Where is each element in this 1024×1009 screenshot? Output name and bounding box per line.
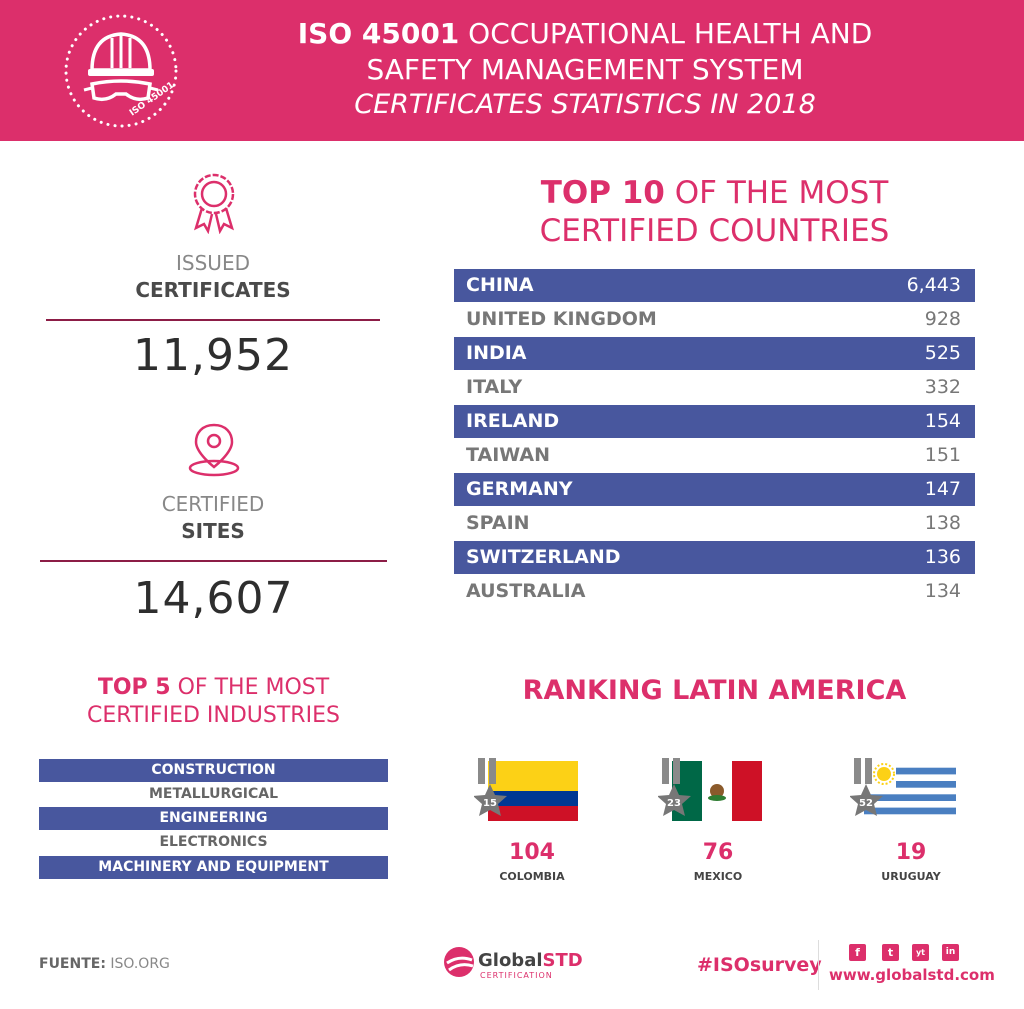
facebook-icon[interactable]: f	[849, 944, 866, 961]
page-subtitle: CERTIFICATES STATISTICS IN 2018	[354, 89, 816, 120]
hashtag[interactable]: #ISOsurvey	[697, 954, 822, 976]
table-row: INDIA 525	[454, 337, 975, 370]
table-row: IRELAND 154	[454, 405, 975, 438]
table-row: AUSTRALIA 134	[454, 575, 975, 608]
source-note: FUENTE: ISO.ORG	[39, 956, 170, 972]
divider	[46, 319, 380, 321]
table-row: SPAIN 138	[454, 507, 975, 540]
top-industries-title: TOP 5 OF THE MOST	[97, 675, 330, 700]
uruguay-label: URUGUAY	[881, 870, 941, 883]
top-countries-title-line2: CERTIFIED COUNTRIES	[539, 213, 890, 249]
colombia-value: 104	[509, 840, 555, 865]
brand-name: GlobalSTD	[478, 950, 583, 971]
divider	[40, 560, 387, 562]
uruguay-value: 19	[895, 840, 927, 865]
twitter-icon[interactable]: t	[882, 944, 899, 961]
globalstd-logo-icon	[444, 947, 474, 977]
mexico-flag-icon: 23	[658, 758, 762, 821]
certificates-value: 11,952	[133, 330, 293, 381]
footer-divider	[818, 940, 819, 990]
certificates-label: ISSUED	[176, 251, 250, 275]
ribbon-award-icon	[193, 173, 235, 234]
brand-subtitle: CERTIFICATION	[480, 971, 553, 980]
list-item: ENGINEERING	[39, 807, 388, 830]
table-row: GERMANY 147	[454, 473, 975, 506]
top-countries-title: TOP 10 OF THE MOST	[540, 175, 889, 211]
header-banner: ISO 45001 ISO 45001 OCCUPATIONAL HEALTH …	[0, 0, 1024, 141]
svg-text:23: 23	[667, 798, 681, 809]
location-pin-icon	[188, 423, 240, 477]
table-row: SWITZERLAND 136	[454, 541, 975, 574]
website-link[interactable]: www.globalstd.com	[829, 966, 995, 984]
linkedin-icon[interactable]: in	[942, 944, 959, 961]
sites-value: 14,607	[133, 573, 294, 624]
youtube-icon[interactable]: yt	[912, 944, 929, 961]
table-row: UNITED KINGDOM 928	[454, 303, 975, 336]
top-industries-title-line2: CERTIFIED INDUSTRIES	[87, 703, 340, 728]
list-item: ELECTRONICS	[39, 831, 388, 854]
colombia-flag-icon: 15	[474, 758, 578, 821]
sites-label: CERTIFIED	[161, 492, 265, 516]
table-row: TAIWAN 151	[454, 439, 975, 472]
uruguay-flag-icon: 52	[850, 758, 956, 821]
list-item: CONSTRUCTION	[39, 759, 388, 782]
page-title: ISO 45001 OCCUPATIONAL HEALTH AND	[297, 17, 873, 50]
latin-america-title: RANKING LATIN AMERICA	[522, 675, 907, 706]
table-row: ITALY 332	[454, 371, 975, 404]
mexico-label: MEXICO	[693, 870, 743, 883]
svg-text:52: 52	[859, 798, 873, 809]
colombia-label: COLOMBIA	[499, 870, 565, 883]
table-row: CHINA 6,443	[454, 269, 975, 302]
sites-label-strong: SITES	[181, 519, 245, 543]
list-item: METALLURGICAL	[39, 783, 388, 806]
list-item: MACHINERY AND EQUIPMENT	[39, 856, 388, 879]
mexico-value: 76	[702, 840, 734, 865]
safety-helmet-badge-icon: ISO 45001	[64, 14, 178, 128]
certificates-label-strong: CERTIFICATES	[135, 278, 291, 302]
svg-text:15: 15	[483, 798, 497, 809]
page-title-line2: SAFETY MANAGEMENT SYSTEM	[366, 53, 804, 86]
